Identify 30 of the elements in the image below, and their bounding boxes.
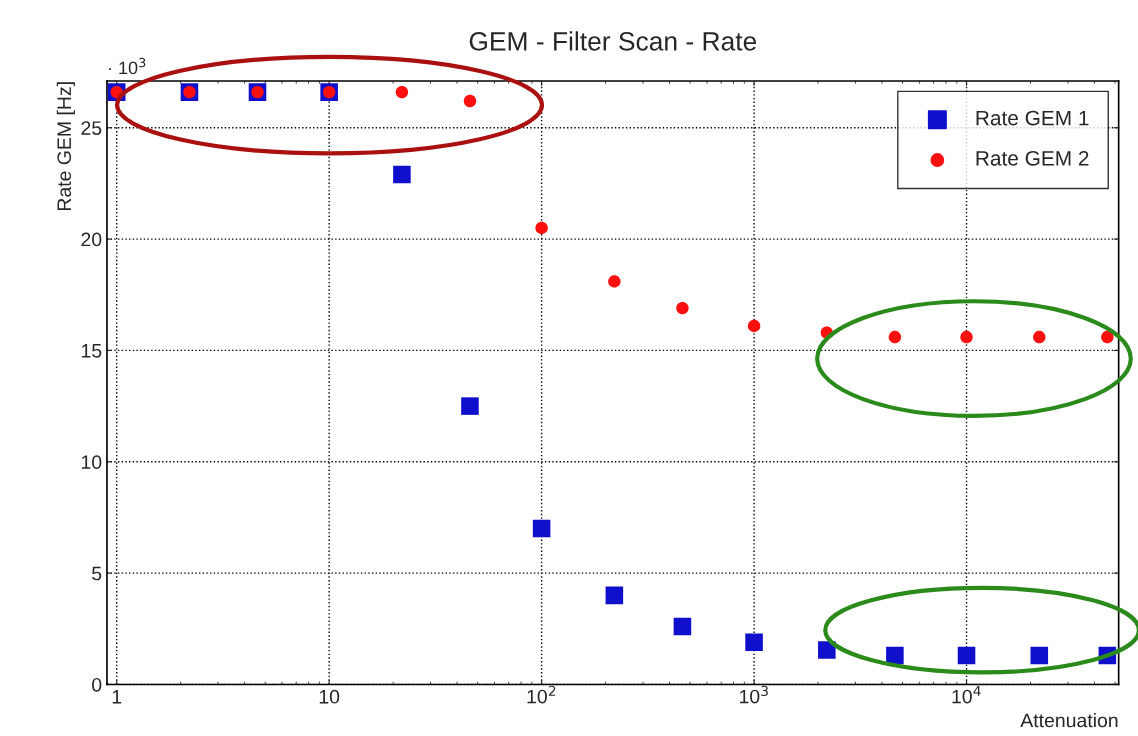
point: [888, 330, 902, 344]
y-tick-label: 5: [92, 566, 102, 581]
point: [461, 397, 479, 415]
y-tick-label: 20: [81, 232, 102, 247]
x-tick-label: 10$^{4}$: [952, 685, 981, 704]
y-tick-label: 25: [81, 121, 102, 135]
x-tick-label: 10: [319, 689, 340, 704]
point: [747, 319, 761, 333]
y-axis-title: Rate GEM [Hz]: [56, 82, 75, 211]
x-tick-label: 10$^{3}$: [740, 685, 768, 704]
legend-label: Rate GEM 2: [976, 150, 1089, 166]
point: [1101, 330, 1114, 344]
point: [676, 301, 689, 315]
x-tick-label: 10$^{2}$: [527, 685, 556, 704]
chart-title: GEM - Filter Scan - Rate: [469, 31, 757, 51]
point: [745, 633, 763, 651]
point: [463, 94, 477, 108]
point: [532, 519, 551, 538]
y-tick-label: 0: [92, 677, 102, 692]
point: [957, 646, 976, 665]
text: · 10$^{3}$: [109, 57, 146, 75]
y-tick-label: 10: [81, 455, 102, 470]
legend-label: Rate GEM 1: [976, 110, 1089, 126]
y-tick-label: 15: [81, 344, 102, 358]
x-tick-label: 1: [112, 690, 122, 704]
point: [886, 646, 904, 665]
point: [535, 221, 548, 235]
point: [673, 617, 692, 636]
x-axis-title: Attenuation: [1020, 713, 1118, 728]
point: [960, 330, 973, 344]
